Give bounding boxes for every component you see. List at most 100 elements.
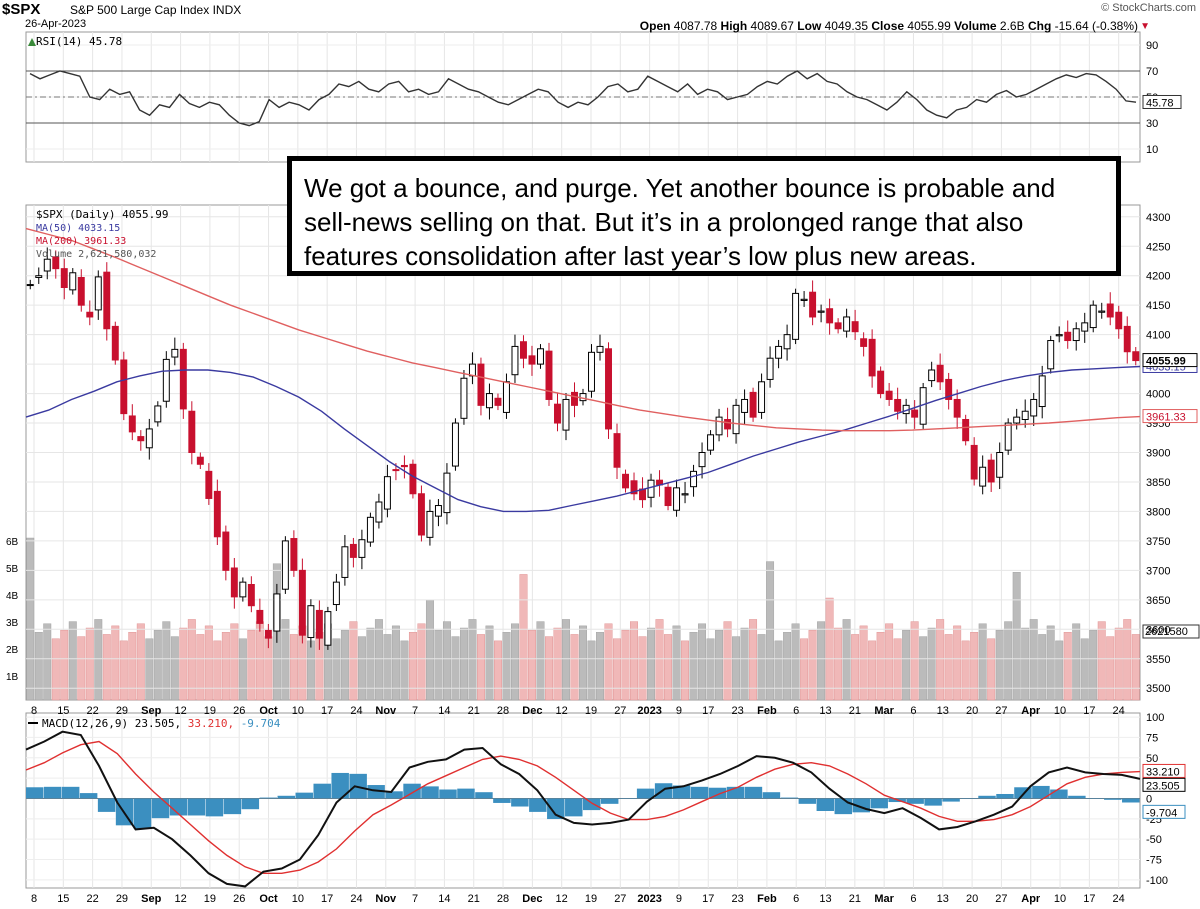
candle-body	[511, 345, 519, 376]
macd-histogram-bar	[834, 798, 853, 815]
volume-bar	[468, 619, 477, 701]
index-name: S&P 500 Large Cap Index INDX	[70, 3, 241, 17]
price-x-tick-label: 20	[966, 705, 978, 717]
price-x-tick-label: 26	[233, 705, 245, 717]
candle-body	[409, 463, 417, 495]
volume-bar	[885, 623, 894, 701]
macd-histogram-bar	[223, 798, 242, 815]
ticker-symbol: $SPX	[2, 1, 41, 18]
volume-bar	[910, 621, 919, 701]
macd-x-tick-label: 26	[233, 893, 245, 905]
volume-bar	[1123, 619, 1132, 701]
macd-x-tick-label: 15	[57, 893, 69, 905]
candle-body	[366, 516, 374, 543]
macd-histogram-bar	[672, 785, 691, 799]
candle-body	[596, 345, 604, 353]
price-x-tick-label: 19	[204, 705, 216, 717]
price-x-tick-label: Feb	[757, 705, 777, 717]
price-x-tick-label: Mar	[874, 705, 894, 717]
price-tick-label: 3650	[1146, 595, 1170, 607]
macd-legend-part: -9.704	[241, 717, 281, 730]
volume-bar	[995, 629, 1004, 701]
macd-x-tick-label: 2023	[637, 893, 661, 905]
macd-x-tick-label: 9	[676, 893, 682, 905]
candle-body	[885, 390, 893, 400]
macd-panel	[25, 712, 1141, 889]
candle-body	[664, 486, 672, 507]
volume-bar	[961, 640, 970, 701]
macd-histogram-bar	[151, 798, 170, 819]
volume-bar	[213, 640, 222, 701]
candle-body	[26, 284, 34, 287]
low-label: Low	[797, 19, 822, 33]
volume-bar	[111, 625, 120, 701]
volume-bar	[281, 619, 290, 701]
candle-body	[137, 436, 145, 442]
volume-bar	[740, 627, 749, 701]
volume-bar	[179, 627, 188, 701]
price-tick-label: 4300	[1146, 212, 1170, 224]
candle-body	[1004, 422, 1012, 451]
candle-body	[605, 348, 612, 430]
volume-bar	[162, 621, 171, 701]
volume-tick-label: 5B	[6, 564, 19, 575]
ma200-line	[25, 227, 1141, 432]
macd-histogram-bar	[385, 791, 403, 799]
volume-bar	[553, 627, 562, 701]
candle-body	[826, 308, 834, 324]
volume-bar	[425, 599, 434, 701]
volume-legend: Volume 2,621,580,032	[36, 249, 156, 260]
price-x-tick-label: 21	[468, 705, 480, 717]
volume-bar	[119, 640, 128, 701]
macd-x-tick-label: 6	[793, 893, 799, 905]
candle-body	[188, 410, 196, 453]
macd-histogram-bar	[708, 787, 727, 799]
macd-tick-label: 100	[1146, 712, 1164, 724]
macd-histogram-bar	[924, 798, 942, 806]
macd-tick-label: 75	[1146, 732, 1158, 744]
candle-body	[315, 609, 323, 639]
macd-histogram-bar	[1068, 795, 1086, 799]
volume-bar	[247, 629, 256, 701]
candle-body	[358, 539, 366, 558]
macd-histogram-bar	[1014, 787, 1032, 799]
candle-body	[1098, 310, 1106, 313]
volume-bar	[26, 537, 35, 701]
price-tick-label: 4100	[1146, 330, 1170, 342]
macd-histogram-bar	[744, 786, 763, 799]
volume-bar	[638, 636, 647, 701]
macd-histogram-bar	[529, 798, 547, 812]
rsi-legend-icon	[28, 38, 36, 46]
price-tick-label: 3900	[1146, 448, 1170, 460]
volume-bar	[85, 627, 94, 701]
candle-body	[332, 581, 340, 606]
candle-body	[1030, 398, 1038, 417]
volume-bar	[391, 625, 400, 701]
volume-bar	[876, 632, 885, 701]
volume-bar	[562, 619, 570, 701]
candle-body	[732, 404, 740, 435]
candle-body	[247, 584, 255, 607]
candle-body	[1055, 334, 1063, 337]
macd-x-tick-label: 22	[87, 893, 99, 905]
volume-bar	[1063, 632, 1072, 701]
candle-body	[945, 378, 953, 400]
price-x-tick-label: 10	[1054, 705, 1066, 717]
candle-body	[1106, 303, 1114, 318]
volume-bar	[442, 621, 451, 701]
candle-body	[987, 459, 995, 483]
macd-x-tick-label: Apr	[1021, 893, 1041, 905]
volume-bar	[749, 619, 758, 701]
price-tick-label: 3550	[1146, 654, 1170, 666]
candle-body	[103, 271, 111, 330]
chart-date: 26-Apr-2023	[25, 18, 87, 30]
volume-bar	[289, 634, 298, 701]
price-x-tick-label: 17	[1083, 705, 1095, 717]
volume-bar	[349, 621, 358, 701]
volume-bar	[715, 629, 724, 701]
candle-body	[775, 345, 783, 359]
volume-bar	[196, 634, 205, 701]
volume-bar	[51, 638, 60, 701]
candle-body	[1132, 351, 1140, 362]
